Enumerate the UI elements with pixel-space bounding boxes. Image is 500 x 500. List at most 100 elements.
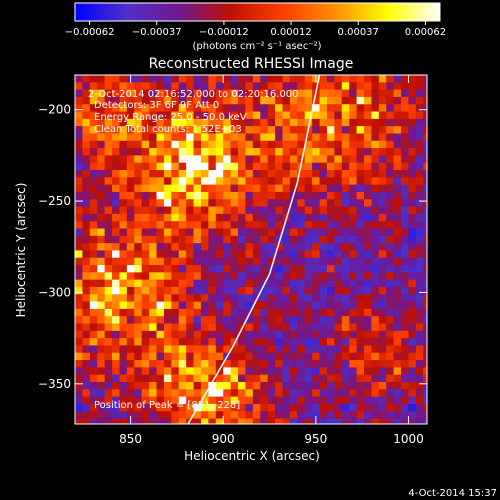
heatmap-cell [112, 206, 120, 215]
heatmap-cell [75, 272, 83, 281]
heatmap-cell [208, 345, 217, 354]
heatmap-cell [193, 330, 202, 339]
heatmap-cell [415, 265, 424, 273]
heatmap-cell [149, 294, 157, 302]
heatmap-cell [371, 316, 380, 324]
heatmap-cell [230, 191, 239, 200]
heatmap-cell [408, 272, 417, 281]
heatmap-cell [104, 243, 113, 251]
heatmap-cell [282, 148, 291, 156]
heatmap-cell [371, 286, 380, 295]
heatmap-cell [186, 111, 194, 120]
heatmap-cell [200, 221, 209, 229]
heatmap-cell [141, 279, 150, 288]
heatmap-cell [200, 367, 209, 376]
heatmap-cell [319, 418, 328, 424]
heatmap-cell [119, 250, 128, 259]
heatmap-cell [341, 170, 350, 178]
heatmap-cell [275, 316, 283, 324]
heatmap-cell [119, 257, 128, 266]
heatmap-cell [260, 206, 269, 215]
heatmap-cell [386, 403, 395, 412]
heatmap-cell [75, 162, 83, 171]
heatmap-cell [334, 104, 343, 112]
heatmap-cell [252, 418, 261, 424]
heatmap-cell [267, 126, 276, 134]
heatmap-cell [149, 374, 157, 383]
heatmap-cell [215, 381, 224, 390]
heatmap-cell [163, 250, 172, 259]
heatmap-cell [393, 330, 402, 339]
heatmap-cell [334, 308, 343, 317]
heatmap-cell [75, 206, 83, 215]
heatmap-cell [289, 206, 298, 215]
heatmap-cell [275, 301, 283, 310]
heatmap-cell [97, 199, 106, 207]
heatmap-cell [260, 155, 269, 164]
heatmap-cell [252, 228, 261, 237]
heatmap-cell [223, 140, 232, 149]
heatmap-cell [82, 235, 91, 244]
heatmap-cell [371, 243, 380, 251]
heatmap-cell [415, 316, 424, 324]
heatmap-cell [364, 374, 372, 383]
heatmap-cell [408, 345, 417, 354]
heatmap-cell [371, 89, 380, 98]
heatmap-cell [215, 250, 224, 259]
heatmap-cell [245, 301, 254, 310]
heatmap-cell [371, 140, 380, 149]
heatmap-cell [319, 301, 328, 310]
heatmap-cell [289, 308, 298, 317]
heatmap-cell [163, 360, 172, 368]
heatmap-cell [282, 294, 291, 302]
heatmap-cell [178, 367, 187, 376]
heatmap-cell [356, 155, 365, 164]
heatmap-cell [238, 301, 246, 310]
heatmap-cell [401, 206, 409, 215]
heatmap-cell [245, 133, 254, 142]
heatmap-cell [104, 111, 113, 120]
heatmap-cell [282, 228, 291, 237]
heatmap-cell [364, 352, 372, 361]
heatmap-cell [141, 360, 150, 368]
heatmap-cell [334, 155, 343, 164]
heatmap-cell [171, 381, 180, 390]
heatmap-cell [97, 338, 106, 346]
heatmap-cell [341, 213, 350, 222]
heatmap-cell [267, 177, 276, 186]
heatmap-cell [282, 155, 291, 164]
heatmap-cell [215, 133, 224, 142]
heatmap-cell [312, 133, 320, 142]
heatmap-cell [104, 352, 113, 361]
heatmap-cell [334, 294, 343, 302]
heatmap-cell [193, 221, 202, 229]
heatmap-cell [119, 170, 128, 178]
heatmap-cell [326, 265, 335, 273]
heatmap-cell [415, 170, 424, 178]
heatmap-cell [119, 308, 128, 317]
heatmap-cell [260, 308, 269, 317]
heatmap-cell [312, 243, 320, 251]
heatmap-cell [215, 162, 224, 171]
heatmap-cell [297, 155, 306, 164]
heatmap-cell [82, 133, 91, 142]
heatmap-cell [260, 257, 269, 266]
heatmap-cell [230, 330, 239, 339]
heatmap-cell [282, 272, 291, 281]
heatmap-cell [282, 389, 291, 397]
heatmap-cell [238, 170, 246, 178]
heatmap-cell [415, 308, 424, 317]
heatmap-cell [208, 323, 217, 332]
heatmap-cell [415, 367, 424, 376]
heatmap-cell [334, 162, 343, 171]
heatmap-cell [230, 294, 239, 302]
heatmap-cell [356, 338, 365, 346]
heatmap-cell [326, 389, 335, 397]
heatmap-cell [252, 148, 261, 156]
heatmap-cell [282, 330, 291, 339]
heatmap-cell [178, 308, 187, 317]
heatmap-cell [401, 133, 409, 142]
heatmap-cell [126, 272, 135, 281]
heatmap-cell [371, 272, 380, 281]
heatmap-cell [141, 301, 150, 310]
